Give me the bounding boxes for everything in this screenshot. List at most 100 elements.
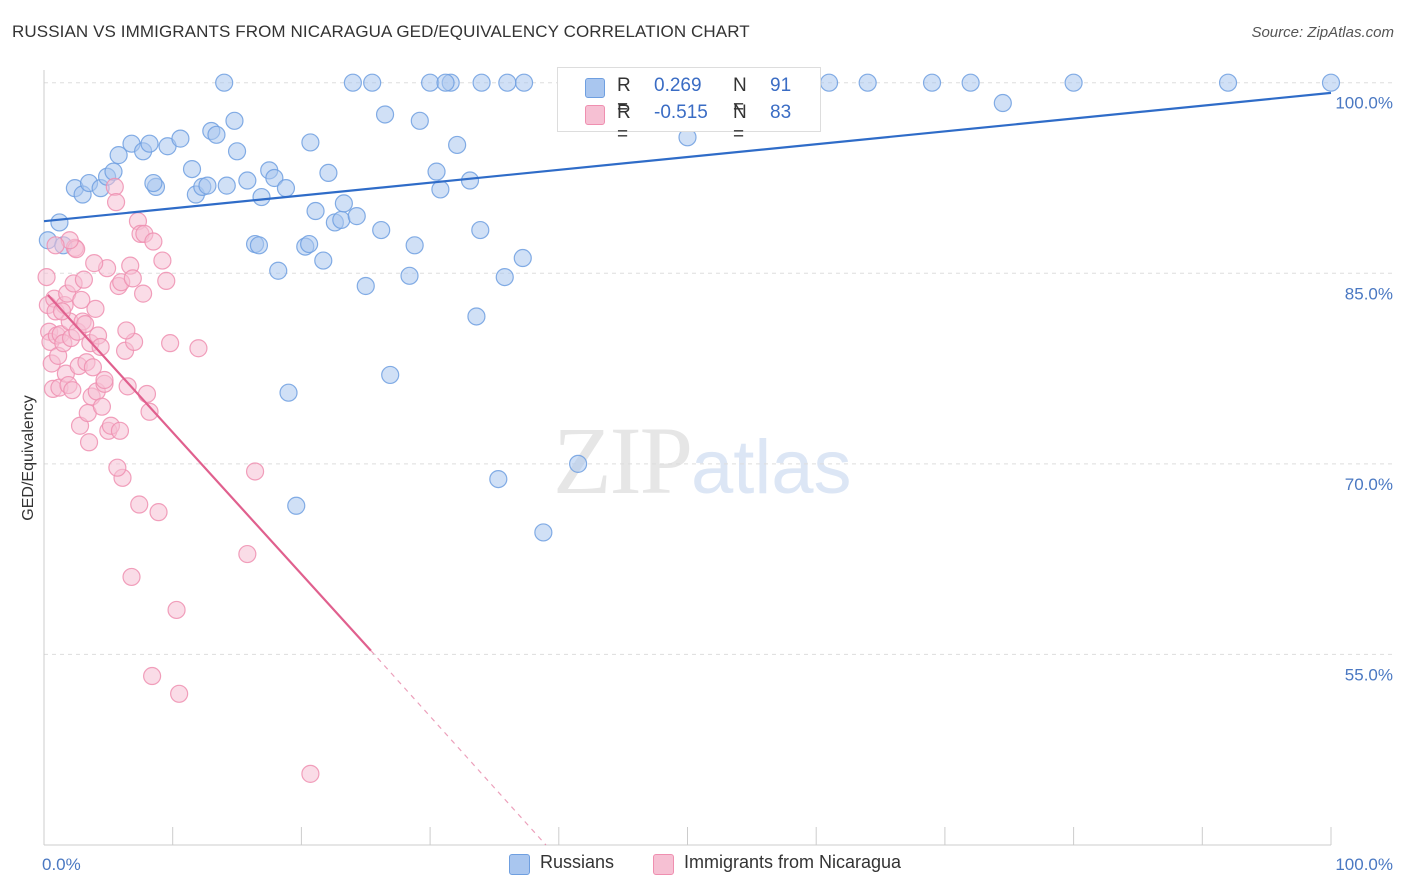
tick-labels: 100.0% 85.0% 70.0% 55.0% 0.0% 100.0% [42, 94, 1393, 874]
russians-point [314, 251, 333, 270]
russians-point [405, 236, 424, 255]
nicaragua-point [144, 232, 163, 251]
russians-point [436, 73, 455, 92]
russians-point [215, 73, 234, 92]
nicaragua-point [86, 299, 105, 318]
russians-point [252, 187, 271, 207]
r-label: R = [617, 102, 631, 145]
nicaragua-point [130, 495, 149, 514]
n-value: 83 [770, 102, 792, 123]
nicaragua-point [37, 267, 56, 287]
russians-point [301, 133, 320, 152]
russians-point [217, 176, 236, 195]
russians-point [306, 201, 325, 221]
nicaragua-point [72, 290, 91, 310]
russians-point [363, 73, 382, 92]
nicaragua-point [118, 377, 137, 396]
grid-lines [44, 82, 1393, 655]
nicaragua-point [83, 358, 103, 377]
russians-point [513, 248, 532, 268]
legend-label: Immigrants from Nicaragua [684, 852, 902, 872]
russians-point [276, 179, 296, 198]
russians-point [347, 207, 366, 226]
data-points [37, 73, 1341, 783]
russians-point [269, 261, 288, 280]
russians-point [467, 307, 486, 326]
nicaragua-point [301, 764, 320, 783]
nicaragua-point [74, 270, 93, 289]
y-tick-label: 70.0% [1345, 475, 1393, 494]
russians-point [858, 73, 877, 92]
russians-swatch [585, 78, 605, 98]
nicaragua-point [153, 251, 172, 270]
nicaragua-swatch [653, 854, 674, 875]
russians-point [427, 162, 446, 181]
russians-point [109, 146, 128, 165]
russians-point [198, 176, 217, 195]
russians-point [343, 73, 362, 92]
nicaragua-point [79, 433, 99, 452]
russians-point [279, 383, 298, 402]
x-tick-label: 0.0% [42, 855, 81, 874]
russians-point [1218, 73, 1238, 92]
y-tick-label: 100.0% [1335, 94, 1393, 113]
russians-point [1321, 73, 1341, 92]
russians-point [332, 210, 351, 230]
russians-point [460, 171, 480, 190]
nicaragua-point [143, 666, 162, 686]
nicaragua-point [189, 339, 208, 358]
chart-title: RUSSIAN VS IMMIGRANTS FROM NICARAGUA GED… [12, 22, 750, 41]
russians-point [498, 73, 517, 92]
n-value: 91 [770, 75, 792, 96]
r-value: -0.515 [654, 102, 708, 123]
russians-point [300, 234, 319, 254]
nicaragua-trend-line [47, 294, 372, 652]
nicaragua-point [108, 458, 127, 477]
russians-point [1064, 73, 1083, 92]
nicaragua-point [63, 381, 82, 400]
russians-point [400, 266, 419, 285]
nicaragua-point [85, 254, 104, 273]
russians-point [421, 73, 440, 92]
series-legend: Russians Immigrants from Nicaragua [0, 852, 1406, 878]
russians-point [993, 93, 1012, 113]
r-label: R = [617, 75, 631, 118]
russians-point [207, 125, 226, 144]
nicaragua-swatch [585, 105, 605, 125]
russians-point [265, 168, 284, 188]
nicaragua-point [137, 384, 157, 404]
russians-point [182, 159, 202, 179]
russians-point [534, 523, 553, 542]
russians-point [471, 220, 490, 240]
nicaragua-point [170, 684, 189, 703]
nicaragua-point [106, 193, 126, 212]
nicaragua-point [105, 177, 124, 196]
legend-label: Russians [540, 852, 615, 872]
nicaragua-trend-extension [370, 650, 547, 846]
russians-point [319, 163, 338, 183]
nicaragua-point [122, 567, 141, 587]
russians-point [381, 365, 400, 385]
nicaragua-point [167, 600, 186, 620]
nicaragua-point [161, 334, 180, 353]
nicaragua-point [46, 236, 65, 255]
russians-point [375, 105, 395, 124]
trend-lines [43, 91, 1332, 846]
russians-point [472, 73, 491, 92]
russians-point [356, 276, 375, 296]
nicaragua-point [95, 370, 114, 390]
nicaragua-point [149, 503, 168, 522]
russians-swatch [509, 854, 530, 875]
russians-point [372, 220, 391, 240]
correlation-legend: R = 0.269 N = 91 R = -0.515 N = 83 [557, 67, 821, 145]
russians-point [431, 180, 450, 199]
russians-point [144, 173, 163, 193]
source-label: Source: ZipAtlas.com [1251, 24, 1394, 41]
russians-point [819, 73, 839, 92]
nicaragua-point [238, 544, 257, 564]
nicaragua-point [110, 421, 130, 440]
russians-point [410, 111, 429, 130]
russians-point [225, 111, 244, 130]
x-tick-label: 100.0% [1335, 855, 1393, 874]
russians-trend-line [43, 91, 1332, 223]
